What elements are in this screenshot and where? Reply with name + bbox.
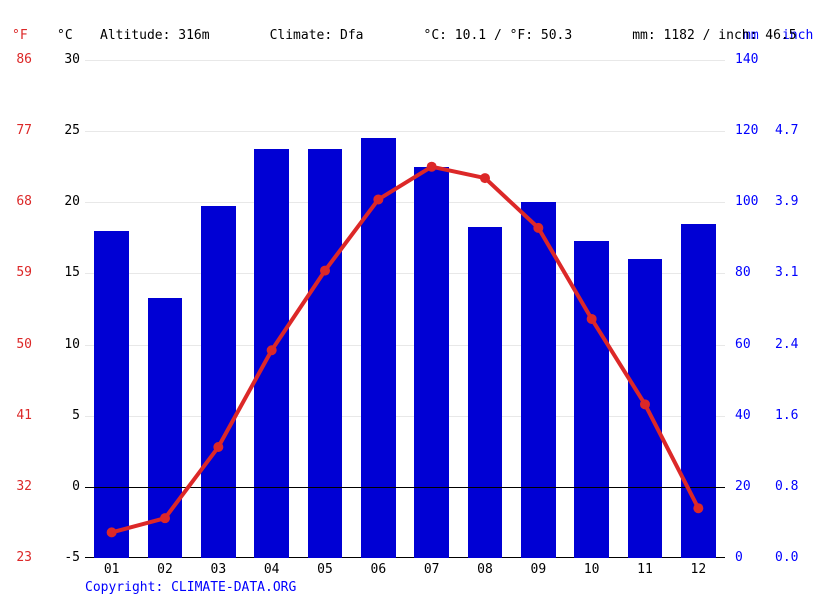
precip-bar <box>148 298 183 558</box>
month-label: 07 <box>424 562 440 577</box>
precip-bar <box>521 202 556 558</box>
f-tick-label: 41 <box>10 408 32 423</box>
f-axis-header: °F <box>12 28 28 43</box>
month-label: 12 <box>691 562 707 577</box>
precip-bar <box>414 167 449 558</box>
c-tick-label: 10 <box>55 337 80 352</box>
month-label: 01 <box>104 562 120 577</box>
mm-tick-label: 20 <box>735 479 751 494</box>
precip-bar <box>681 224 716 558</box>
c-tick-label: 25 <box>55 123 80 138</box>
precip-bar <box>628 259 663 558</box>
month-label: 09 <box>531 562 547 577</box>
precip-bar <box>361 138 396 558</box>
month-label: 04 <box>264 562 280 577</box>
mm-tick-label: 120 <box>735 123 758 138</box>
mm-tick-label: 100 <box>735 194 758 209</box>
month-label: 08 <box>477 562 493 577</box>
c-tick-label: 15 <box>55 265 80 280</box>
c-tick-label: 0 <box>55 479 80 494</box>
month-label: 10 <box>584 562 600 577</box>
f-tick-label: 32 <box>10 479 32 494</box>
temp-avg-label: °C: 10.1 / °F: 50.3 <box>424 28 573 43</box>
f-tick-label: 59 <box>10 265 32 280</box>
f-tick-label: 23 <box>10 550 32 565</box>
header-labels: Altitude: 316m Climate: Dfa °C: 10.1 / °… <box>100 28 715 43</box>
inch-tick-label: 3.9 <box>775 194 798 209</box>
climate-chart: °F °C mm inch Altitude: 316m Climate: Df… <box>0 0 815 611</box>
c-tick-label: 30 <box>55 52 80 67</box>
month-label: 05 <box>317 562 333 577</box>
precip-bar <box>201 206 236 558</box>
precip-bar <box>468 227 503 558</box>
c-tick-label: 20 <box>55 194 80 209</box>
month-label: 02 <box>157 562 173 577</box>
c-axis-header: °C <box>57 28 73 43</box>
grid-line <box>85 131 725 132</box>
precip-bar <box>254 149 289 558</box>
plot-area <box>85 60 725 558</box>
inch-tick-label: 3.1 <box>775 265 798 280</box>
inch-tick-label: 4.7 <box>775 123 798 138</box>
f-tick-label: 68 <box>10 194 32 209</box>
f-tick-label: 77 <box>10 123 32 138</box>
f-tick-label: 86 <box>10 52 32 67</box>
climate-label: Climate: Dfa <box>270 28 364 43</box>
mm-tick-label: 0 <box>735 550 743 565</box>
mm-tick-label: 60 <box>735 337 751 352</box>
month-label: 11 <box>637 562 653 577</box>
precip-bar <box>308 149 343 558</box>
mm-tick-label: 140 <box>735 52 758 67</box>
inch-tick-label: 0.0 <box>775 550 798 565</box>
precip-total-label: mm: 1182 / inch: 46.5 <box>632 28 796 43</box>
grid-line <box>85 60 725 61</box>
grid-line <box>85 202 725 203</box>
month-label: 06 <box>371 562 387 577</box>
c-tick-label: -5 <box>55 550 80 565</box>
copyright-label: Copyright: CLIMATE-DATA.ORG <box>85 580 296 595</box>
inch-tick-label: 0.8 <box>775 479 798 494</box>
mm-tick-label: 80 <box>735 265 751 280</box>
precip-bar <box>94 231 129 558</box>
f-tick-label: 50 <box>10 337 32 352</box>
mm-tick-label: 40 <box>735 408 751 423</box>
precip-bar <box>574 241 609 558</box>
altitude-label: Altitude: 316m <box>100 28 210 43</box>
c-tick-label: 5 <box>55 408 80 423</box>
inch-tick-label: 1.6 <box>775 408 798 423</box>
month-label: 03 <box>211 562 227 577</box>
zero-line <box>85 487 725 488</box>
inch-tick-label: 2.4 <box>775 337 798 352</box>
